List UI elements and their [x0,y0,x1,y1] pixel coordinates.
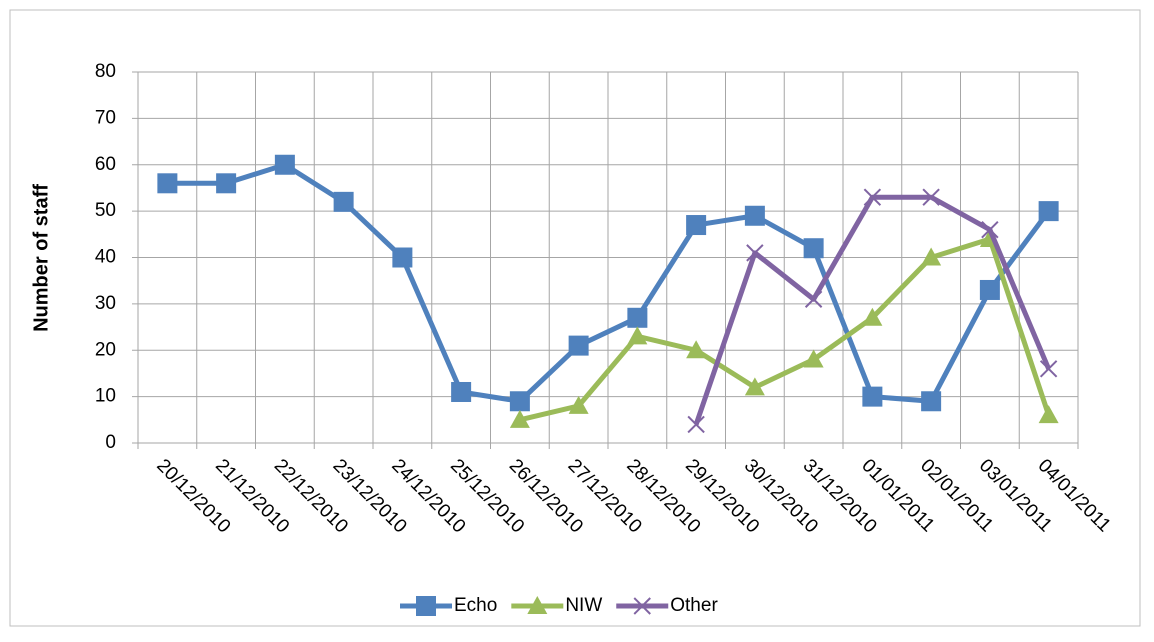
data-point [568,335,589,356]
data-point [686,340,707,359]
series-line [167,162,1051,404]
data-point [862,307,883,326]
data-point [568,395,589,414]
data-point [803,238,824,259]
data-point [804,290,823,308]
data-point [627,326,648,345]
data-point [416,596,436,616]
y-tick-label: 10 [95,386,116,407]
data-point [979,279,1000,300]
y-tick-label: 30 [95,293,116,314]
data-point [922,188,940,206]
y-tick-label: 40 [95,247,116,268]
series-line [519,236,1052,423]
data-point [686,215,707,236]
data-point [627,307,648,328]
y-tick-label: 20 [95,339,116,360]
data-point [392,247,413,268]
y-tick-label: 70 [95,107,116,128]
data-point [921,247,942,266]
y-tick-label: 80 [95,61,116,82]
data-point [744,205,765,226]
data-point [921,391,942,412]
data-point [1038,201,1059,222]
legend: Echo NIW Other [400,595,718,616]
y-tick-label: 50 [95,200,116,221]
y-axis-label: Number of staff [30,184,52,332]
data-point [863,188,882,206]
data-point [333,191,354,212]
data-point [274,154,295,175]
legend-label: Other [670,595,718,616]
data-point [157,173,178,194]
legend-label: Echo [454,595,497,616]
data-point [803,349,824,368]
data-point [509,409,530,428]
data-point [509,391,530,412]
y-tick-label: 60 [95,154,116,175]
data-point [746,244,764,262]
data-point [1038,405,1059,424]
data-point [744,377,765,396]
data-point [981,220,999,239]
data-point [633,597,651,615]
legend-label: NIW [565,595,602,616]
data-point [687,415,705,434]
data-point [1039,360,1058,378]
data-point [451,381,472,402]
data-point [527,596,548,614]
data-point [216,173,237,194]
chart-border [9,9,1141,627]
y-tick-label: 0 [105,432,116,453]
data-point [862,386,883,407]
